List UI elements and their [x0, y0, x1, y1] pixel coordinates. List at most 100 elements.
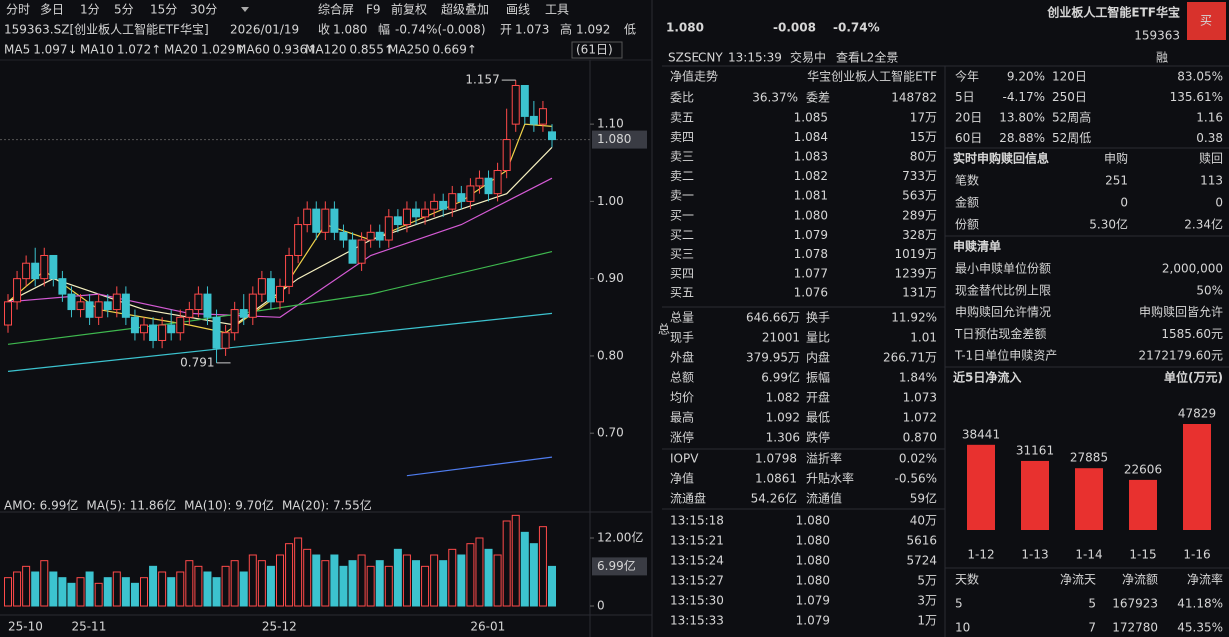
candle-body [140, 324, 148, 334]
label: 1.078 [794, 247, 828, 261]
volume-bar [448, 548, 457, 607]
label: 净值 [670, 471, 694, 486]
label: 120日 [1052, 70, 1087, 84]
volume-legend: MA(10): 9.70亿 [184, 498, 274, 513]
volume-bar [140, 577, 148, 607]
candle-body [466, 185, 475, 202]
volume-bar [76, 577, 85, 607]
volume-bar [548, 565, 556, 607]
label: 卖一 [670, 189, 694, 203]
label: 50% [1196, 283, 1223, 297]
candle-body [76, 301, 85, 311]
candle-body [303, 208, 312, 226]
label: 289万 [902, 209, 937, 223]
label: 13:15:24 [670, 554, 724, 568]
volume-bar [294, 537, 303, 607]
period-tab[interactable]: 1分 [80, 3, 100, 17]
fund-code: 159363 [1134, 29, 1180, 43]
label: 今年 [955, 69, 979, 84]
fund-name: 创业板人工智能ETF华宝 [1046, 5, 1180, 20]
volume-bar [31, 571, 40, 607]
status: 13:15:39 [728, 51, 782, 65]
label: 6.99亿 [761, 370, 800, 385]
candle-body [158, 324, 167, 341]
label: 2.34亿 [1184, 217, 1223, 232]
tool-button[interactable]: 综合屏 [318, 2, 354, 17]
ma-legend-value: 0.936↑ [273, 43, 317, 57]
l2-link[interactable]: 查看L2全景 [836, 50, 898, 65]
candle-body [276, 285, 284, 303]
flow-bar [1183, 424, 1211, 530]
volume-bar [466, 543, 475, 607]
range-button[interactable]: (61日) [576, 43, 613, 57]
buy-button[interactable] [1187, 2, 1226, 40]
volume-bar [203, 571, 212, 607]
label: 1.077 [794, 266, 828, 280]
candle-body [538, 108, 547, 125]
label: 1.080 [796, 574, 830, 588]
ma-line [7, 312, 553, 372]
candle-body [13, 278, 22, 303]
label: 1.0861 [755, 472, 797, 486]
label: 1585.60元 [1161, 327, 1223, 341]
tool-button[interactable]: 画线 [506, 3, 530, 17]
label: 买四 [670, 266, 694, 280]
volume-bar [511, 514, 520, 607]
tool-button[interactable]: 前复权 [391, 2, 427, 17]
table-cell: 10 [955, 621, 970, 635]
label: 13:15:30 [670, 594, 724, 608]
dropdown-icon[interactable] [241, 7, 249, 12]
tool-button[interactable]: 工具 [545, 3, 569, 17]
volume-bar [67, 582, 76, 607]
range-button-box[interactable] [571, 41, 623, 59]
candle-body [22, 262, 31, 280]
table-cell: 41.18% [1177, 597, 1223, 611]
label: 华宝创业板人工智能ETF [807, 69, 937, 84]
period-tab[interactable]: 15分 [150, 3, 177, 17]
label: 1万 [917, 614, 937, 628]
period-tab[interactable]: 分时 [6, 3, 30, 17]
label: 均价 [670, 391, 694, 405]
buy-label[interactable]: 买 [1200, 14, 1212, 28]
flow-date: 1-15 [1129, 548, 1156, 562]
label: 卖二 [670, 169, 694, 183]
label: 9.20% [1007, 70, 1045, 84]
candle-body [366, 231, 375, 241]
ma-legend-value: 1.072↑ [117, 43, 161, 57]
label: 5.30亿 [1089, 217, 1128, 232]
label: 13:15:33 [670, 614, 724, 628]
label: 金额 [955, 195, 979, 210]
volume-bar [4, 577, 12, 607]
candle-body [384, 216, 393, 241]
label: 250日 [1052, 90, 1087, 104]
ma-line [7, 146, 553, 326]
tool-button[interactable]: F9 [366, 3, 381, 17]
label: 1.079 [796, 594, 830, 608]
label: 流通值 [806, 491, 842, 506]
label: 52周低 [1052, 131, 1091, 145]
period-tab[interactable]: 多日 [40, 3, 64, 17]
candle-body [266, 278, 275, 303]
label: 5616 [906, 534, 937, 548]
volume-bar [484, 548, 493, 607]
volume-legend: MA(5): 11.86亿 [86, 498, 176, 513]
y-tick-label: 0 [597, 599, 605, 613]
volume-bar [475, 537, 484, 607]
label: -4.17% [1003, 90, 1045, 104]
volume-bar [257, 560, 266, 607]
tool-button[interactable]: 超级叠加 [441, 2, 489, 17]
ma-legend-name: MA10 [80, 43, 114, 57]
table-cell: 167923 [1112, 597, 1158, 611]
period-tab[interactable]: 30分 [190, 3, 217, 17]
ma-line [7, 177, 553, 318]
label: 买三 [670, 247, 694, 261]
volume-legend: AMO: 6.99亿 [4, 498, 78, 513]
label: 2,000,000 [1162, 262, 1223, 276]
candle-body [330, 208, 339, 233]
label: 最低 [806, 411, 830, 425]
label: 0 [1120, 196, 1128, 210]
period-tab[interactable]: 5分 [114, 3, 134, 17]
label: 内盘 [806, 350, 830, 365]
candle-body [375, 231, 384, 241]
